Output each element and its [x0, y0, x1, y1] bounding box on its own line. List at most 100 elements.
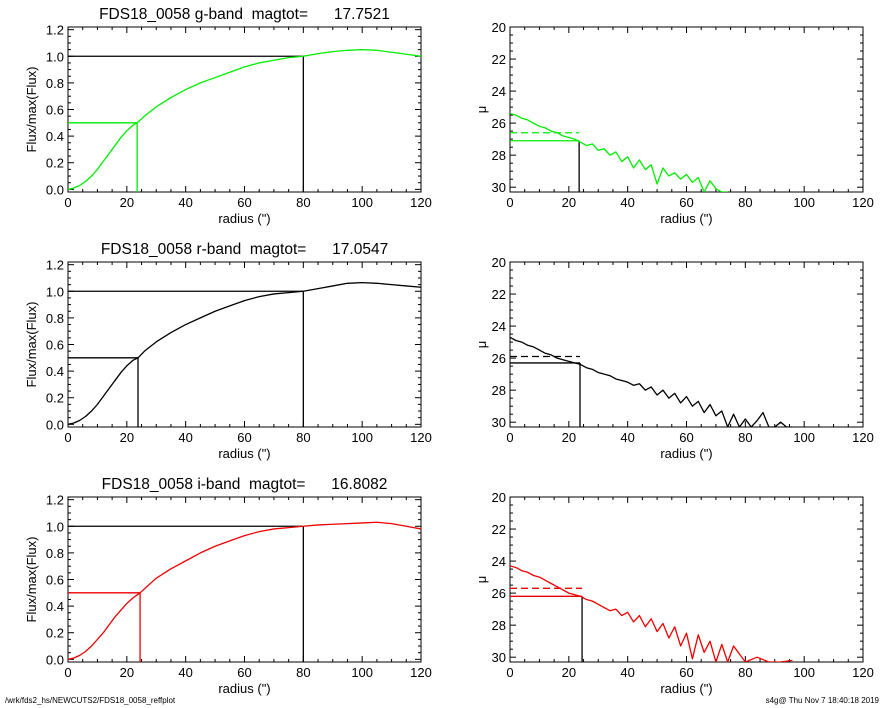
x-tick-label: 40 [620, 195, 634, 210]
x-tick-label: 60 [679, 665, 693, 680]
y-axis-label: μ [474, 576, 489, 584]
y-tick-label: 22 [492, 52, 506, 67]
y-tick-label: 1.0 [46, 519, 64, 534]
x-tick-label: 20 [120, 430, 134, 445]
y-tick-label: 0.2 [46, 626, 64, 641]
plot-area [510, 565, 793, 662]
y-tick-label: 30 [492, 180, 506, 195]
x-axis-label: radius (") [660, 446, 712, 461]
y-tick-label: 0.4 [46, 599, 64, 614]
axes-frame [509, 496, 864, 663]
growth-curve-line [68, 48, 421, 190]
x-tick-label: 100 [351, 665, 373, 680]
panel-2: 0 20 40 60 80 100 120 20 22 24 26 28 30 radius (") μ [474, 20, 874, 226]
x-tick-label: 40 [620, 665, 634, 680]
plot-area [68, 281, 421, 427]
y-tick-label: 0.4 [46, 129, 64, 144]
chart-title: FDS18_0058 g-band magtot= 17.7521 [99, 6, 390, 23]
x-tick-label: 60 [237, 195, 251, 210]
footer-timestamp: s4g@ Thu Nov 7 18:40:18 2019 [765, 696, 879, 705]
y-tick-label: 22 [492, 522, 506, 537]
x-tick-label: 120 [852, 430, 874, 445]
x-tick-label: 80 [296, 430, 310, 445]
y-tick-label: 0.0 [46, 417, 64, 432]
x-tick-label: 20 [120, 195, 134, 210]
y-axis-label: Flux/max(Flux) [24, 67, 39, 153]
x-tick-label: 100 [351, 195, 373, 210]
x-tick-label: 40 [178, 430, 192, 445]
x-tick-label: 60 [237, 430, 251, 445]
x-tick-label: 20 [562, 665, 576, 680]
y-tick-label: 0.2 [46, 156, 64, 171]
panel-6: 0 20 40 60 80 100 120 20 22 24 26 28 30 radius (") μ [474, 490, 874, 696]
x-tick-label: 100 [351, 430, 373, 445]
y-tick-label: 1.0 [46, 284, 64, 299]
growth-curve-line [68, 521, 421, 660]
x-tick-label: 0 [506, 195, 513, 210]
x-tick-label: 120 [410, 665, 432, 680]
y-tick-label: 24 [492, 554, 506, 569]
y-tick-label: 1.2 [46, 258, 64, 273]
y-tick-label: 1.2 [46, 23, 64, 38]
y-tick-label: 30 [492, 650, 506, 665]
y-tick-label: 26 [492, 116, 506, 131]
footer-file-path: /wrk/fds2_hs/NEWCUTS2/FDS18_0058_reffplo… [5, 696, 176, 705]
x-tick-label: 120 [410, 430, 432, 445]
chart-title: FDS18_0058 r-band magtot= 17.0547 [101, 241, 388, 258]
x-tick-label: 20 [562, 195, 576, 210]
x-tick-label: 100 [793, 665, 815, 680]
y-tick-label: 26 [492, 351, 506, 366]
x-tick-label: 120 [852, 665, 874, 680]
y-tick-label: 0.8 [46, 311, 64, 326]
plot-area [68, 521, 421, 662]
x-tick-label: 80 [738, 195, 752, 210]
x-axis-label: radius (") [660, 211, 712, 226]
x-tick-label: 40 [178, 195, 192, 210]
surface-brightness-profile-line [510, 112, 728, 192]
y-tick-label: 28 [492, 383, 506, 398]
y-axis-label: μ [474, 106, 489, 114]
y-tick-label: 1.2 [46, 493, 64, 508]
x-tick-label: 60 [679, 430, 693, 445]
x-tick-label: 0 [506, 430, 513, 445]
x-tick-label: 80 [296, 665, 310, 680]
panel-4: 0 20 40 60 80 100 120 20 22 24 26 28 30 radius (") μ [474, 255, 874, 461]
y-axis-label: μ [474, 341, 489, 349]
x-axis-label: radius (") [660, 681, 712, 696]
y-tick-label: 0.6 [46, 338, 64, 353]
y-tick-label: 22 [492, 287, 506, 302]
panel-3: 0 20 40 60 80 100 120 0.0 0.2 0.4 0.6 0.8 1.0 1.2 radi… [24, 241, 432, 461]
y-tick-label: 20 [492, 20, 506, 35]
y-tick-label: 30 [492, 415, 506, 430]
y-tick-label: 0.6 [46, 573, 64, 588]
x-tick-label: 20 [562, 430, 576, 445]
y-axis-label: Flux/max(Flux) [24, 537, 39, 623]
y-tick-label: 0.0 [46, 182, 64, 197]
x-tick-label: 100 [793, 195, 815, 210]
surface-brightness-profile-line [510, 336, 793, 427]
chart-title: FDS18_0058 i-band magtot= 16.8082 [102, 476, 388, 493]
x-axis-label: radius (") [218, 681, 270, 696]
x-tick-label: 0 [64, 665, 71, 680]
y-tick-label: 0.0 [46, 652, 64, 667]
axes-frame [67, 261, 422, 428]
plot-area [510, 112, 728, 192]
x-tick-label: 20 [120, 665, 134, 680]
panel-1: 0 20 40 60 80 100 120 0.0 0.2 0.4 0.6 0.8 1.0 1.2 radi… [24, 6, 432, 226]
y-tick-label: 0.6 [46, 103, 64, 118]
x-tick-label: 80 [738, 430, 752, 445]
plot-area [68, 48, 421, 192]
y-axis-label: Flux/max(Flux) [24, 302, 39, 388]
x-tick-label: 80 [296, 195, 310, 210]
axes-frame [509, 26, 864, 193]
y-tick-label: 0.8 [46, 76, 64, 91]
surface-brightness-profile-line [510, 565, 793, 662]
y-tick-label: 1.0 [46, 49, 64, 64]
axes-frame [67, 26, 422, 193]
y-tick-label: 24 [492, 84, 506, 99]
panel-5: 0 20 40 60 80 100 120 0.0 0.2 0.4 0.6 0.8 1.0 1.2 radi… [24, 476, 432, 696]
x-tick-label: 0 [64, 195, 71, 210]
x-tick-label: 60 [237, 665, 251, 680]
plot-area [510, 336, 793, 427]
